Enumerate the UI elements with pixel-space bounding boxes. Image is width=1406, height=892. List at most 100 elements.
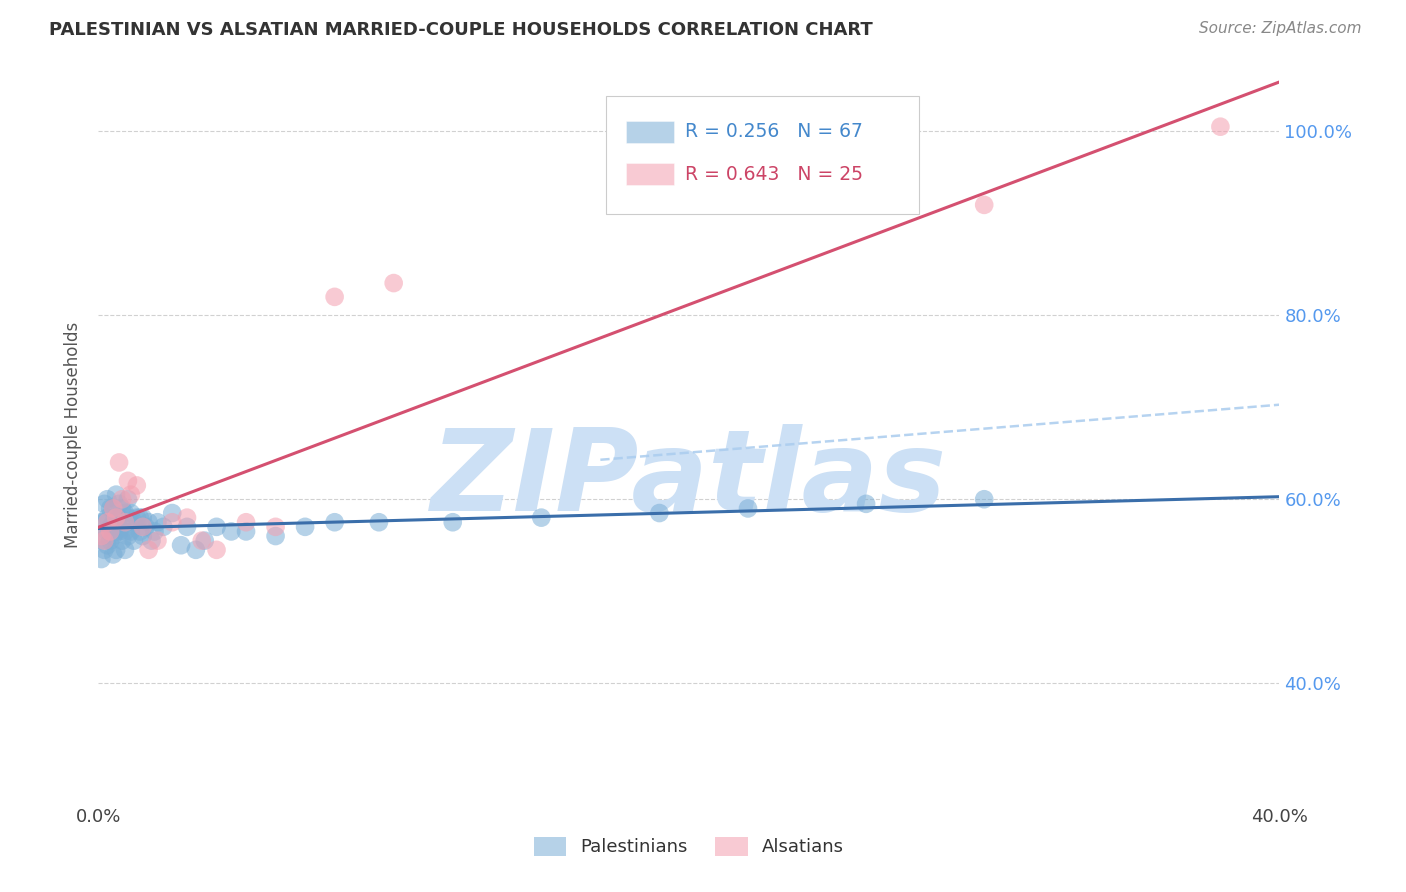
Point [108, 510, 131, 524]
Point [111, 520, 134, 534]
Point [973, 198, 995, 212]
Point [120, 524, 142, 539]
Point [93, 529, 115, 543]
Text: R = 0.256   N = 67: R = 0.256 N = 67 [685, 122, 863, 141]
Point [90, 552, 112, 566]
Point [117, 492, 139, 507]
Text: R = 0.643   N = 25: R = 0.643 N = 25 [685, 165, 863, 184]
Point [90, 515, 112, 529]
Point [96, 510, 118, 524]
Point [111, 501, 134, 516]
Point [162, 515, 183, 529]
Point [152, 520, 174, 534]
Point [194, 533, 217, 548]
Point [105, 524, 128, 539]
Text: ZIPatlas: ZIPatlas [430, 424, 948, 534]
Point [98, 524, 121, 539]
Text: Source: ZipAtlas.com: Source: ZipAtlas.com [1198, 21, 1361, 37]
Point [648, 506, 671, 520]
Point [205, 542, 228, 557]
Point [114, 515, 136, 529]
Point [128, 510, 150, 524]
Point [170, 538, 193, 552]
Point [294, 520, 316, 534]
Point [93, 515, 115, 529]
Point [103, 548, 125, 562]
Point [122, 515, 145, 529]
Point [146, 515, 169, 529]
Point [96, 538, 118, 552]
Point [530, 510, 553, 524]
Point [108, 524, 131, 539]
FancyBboxPatch shape [626, 163, 673, 186]
Point [122, 533, 145, 548]
Point [184, 542, 207, 557]
Point [368, 515, 391, 529]
Point [114, 524, 136, 539]
Point [855, 497, 877, 511]
Point [105, 510, 128, 524]
Point [98, 533, 121, 548]
Point [125, 510, 148, 524]
Point [98, 501, 121, 516]
Point [235, 524, 257, 539]
Point [114, 542, 136, 557]
Point [93, 542, 115, 557]
FancyBboxPatch shape [606, 96, 920, 214]
Point [93, 533, 115, 548]
Point [103, 501, 125, 516]
Point [264, 529, 287, 543]
Point [141, 533, 163, 548]
Point [114, 506, 136, 520]
Point [96, 515, 118, 529]
Point [382, 276, 405, 290]
Point [162, 506, 183, 520]
Point [105, 542, 128, 557]
Point [125, 478, 148, 492]
Point [108, 497, 131, 511]
Point [191, 533, 214, 548]
Point [105, 488, 128, 502]
Point [98, 520, 121, 534]
Legend: Palestinians, Alsatians: Palestinians, Alsatians [526, 830, 852, 863]
Point [105, 510, 128, 524]
Point [737, 501, 759, 516]
Point [120, 506, 142, 520]
Point [221, 524, 243, 539]
Point [132, 520, 155, 534]
FancyBboxPatch shape [626, 120, 673, 143]
Point [96, 524, 118, 539]
Point [103, 501, 125, 516]
Point [143, 524, 166, 539]
Point [90, 529, 112, 543]
Point [132, 529, 155, 543]
Point [146, 533, 169, 548]
Point [135, 520, 157, 534]
Point [103, 515, 125, 529]
Point [205, 520, 228, 534]
Point [96, 492, 118, 507]
Point [176, 510, 198, 524]
Point [93, 497, 115, 511]
Point [132, 510, 155, 524]
Point [1209, 120, 1232, 134]
Point [264, 520, 287, 534]
Point [117, 474, 139, 488]
Point [323, 515, 346, 529]
Point [128, 524, 150, 539]
Point [117, 510, 139, 524]
Point [103, 529, 125, 543]
Point [138, 515, 160, 529]
Point [323, 290, 346, 304]
Point [176, 520, 198, 534]
Point [973, 492, 995, 507]
Point [111, 492, 134, 507]
Point [108, 455, 131, 469]
Point [235, 515, 257, 529]
Point [111, 533, 134, 548]
Point [120, 488, 142, 502]
Point [138, 542, 160, 557]
Text: PALESTINIAN VS ALSATIAN MARRIED-COUPLE HOUSEHOLDS CORRELATION CHART: PALESTINIAN VS ALSATIAN MARRIED-COUPLE H… [49, 21, 873, 39]
Point [441, 515, 464, 529]
Point [90, 533, 112, 548]
